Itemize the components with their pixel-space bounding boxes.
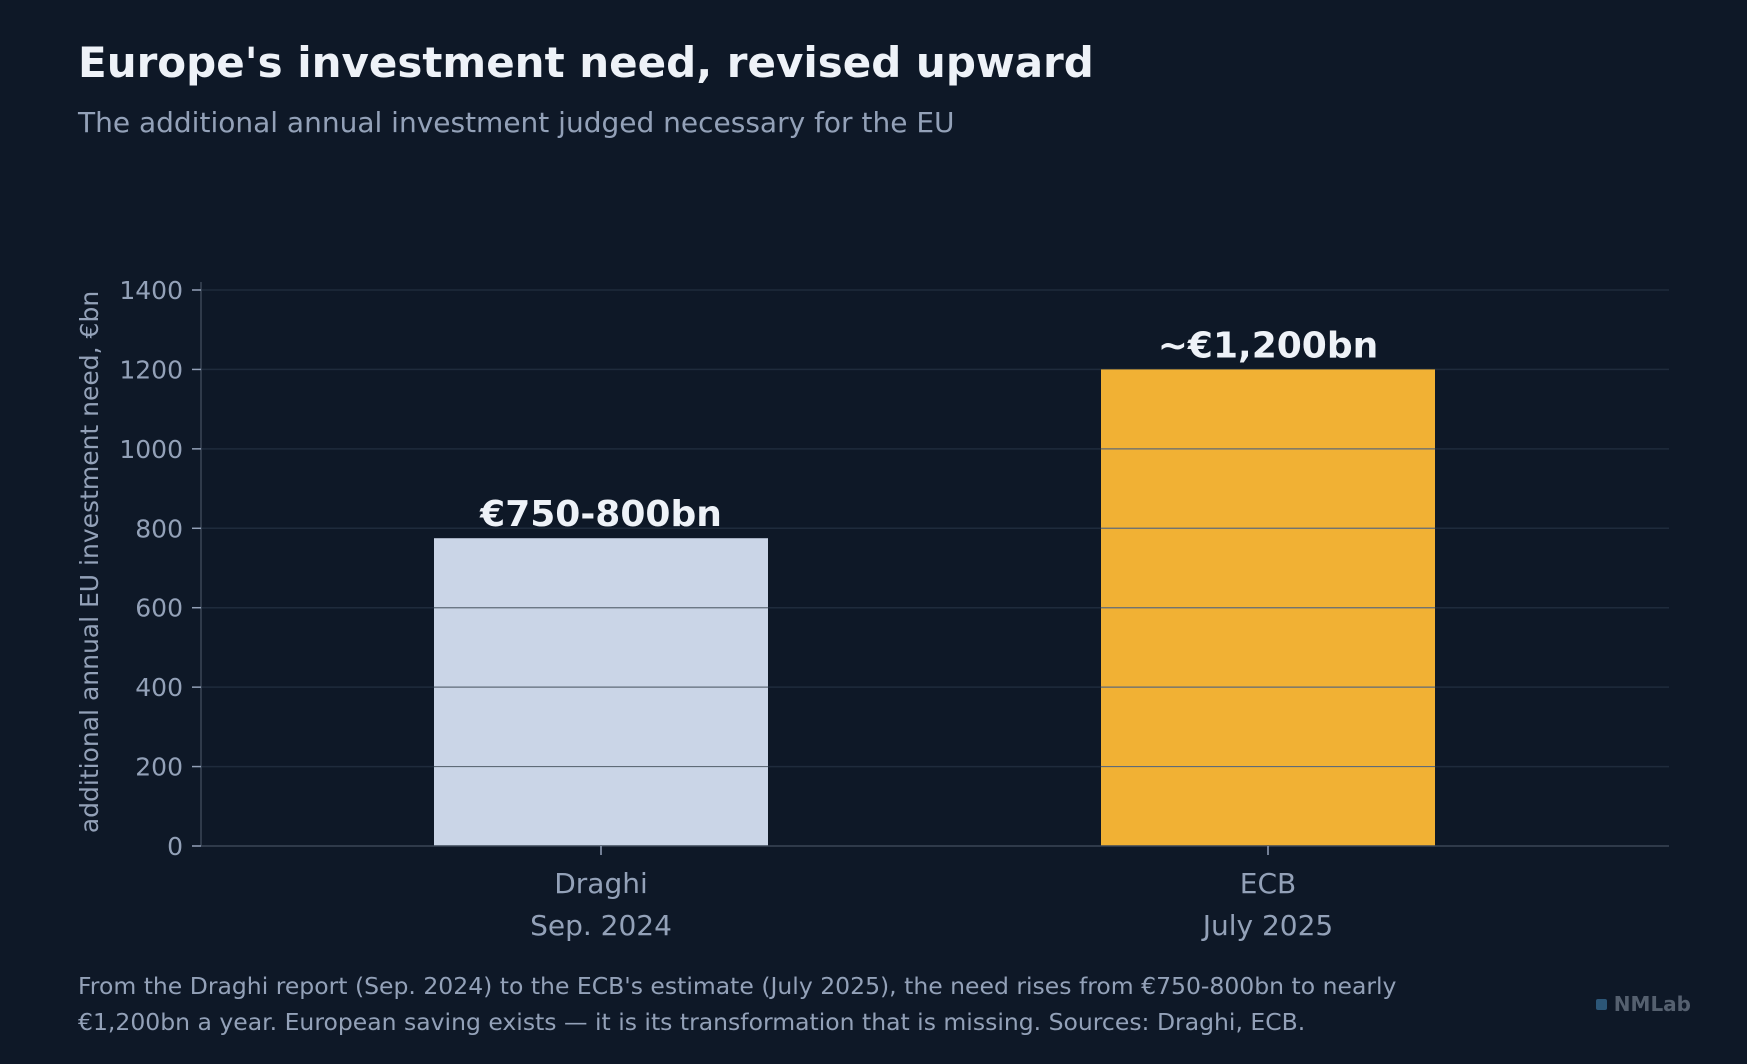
y-tick-label: 1400 <box>119 276 183 305</box>
x-tick-label: Draghi Sep. 2024 <box>530 867 672 942</box>
data-labels: €750-800bn ~€1,200bn <box>479 325 1378 535</box>
y-tick-label: 400 <box>135 673 183 702</box>
grid-lines <box>201 289 1669 768</box>
y-tick-label: 200 <box>135 753 183 782</box>
brand-name: NMLab <box>1613 992 1691 1016</box>
bar-value-label: €750-800bn <box>479 494 722 535</box>
y-tick-label: 0 <box>167 832 183 861</box>
x-tick-label: ECB July 2025 <box>1201 867 1334 942</box>
y-axis-title: additional annual EU investment need, €b… <box>75 291 104 833</box>
y-tick-label: 1000 <box>119 435 183 464</box>
brand-square-icon <box>1595 998 1607 1010</box>
chart-subtitle: The additional annual investment judged … <box>78 106 955 139</box>
y-tick-label: 1200 <box>119 355 183 384</box>
chart-title: Europe's investment need, revised upward <box>78 38 1094 87</box>
axes: 0 200 400 600 800 1000 1200 1400 additional annu… <box>75 276 1669 942</box>
bar <box>434 538 768 846</box>
brand-logo: NMLab <box>1595 992 1691 1016</box>
bars <box>434 369 1435 846</box>
footnote: From the Draghi report (Sep. 2024) to th… <box>78 972 1397 1036</box>
y-tick-label: 800 <box>135 514 183 543</box>
bar-value-label: ~€1,200bn <box>1158 325 1378 366</box>
y-tick-label: 600 <box>135 594 183 623</box>
